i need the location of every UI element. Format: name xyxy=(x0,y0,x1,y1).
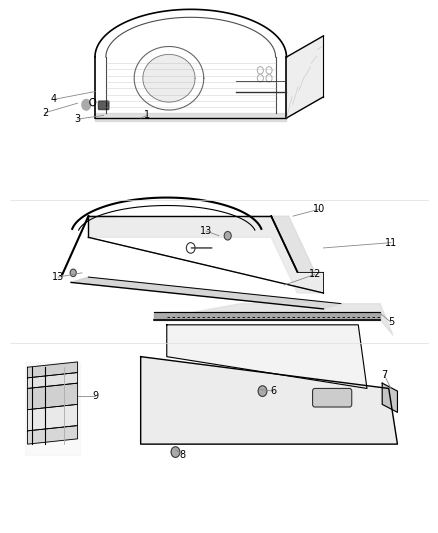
Polygon shape xyxy=(25,362,80,455)
FancyBboxPatch shape xyxy=(313,389,352,407)
Polygon shape xyxy=(71,277,341,309)
Polygon shape xyxy=(271,216,315,272)
Text: 13: 13 xyxy=(52,272,64,282)
Circle shape xyxy=(224,231,231,240)
Polygon shape xyxy=(141,357,397,444)
Circle shape xyxy=(82,100,91,110)
Polygon shape xyxy=(28,383,78,410)
Polygon shape xyxy=(88,216,323,293)
Text: 11: 11 xyxy=(385,238,397,248)
Text: 2: 2 xyxy=(42,108,48,118)
Text: 13: 13 xyxy=(200,226,212,236)
Polygon shape xyxy=(167,325,367,389)
Text: 9: 9 xyxy=(92,391,98,401)
Polygon shape xyxy=(95,113,286,120)
Polygon shape xyxy=(286,36,323,118)
Text: 5: 5 xyxy=(388,317,394,327)
FancyBboxPatch shape xyxy=(99,101,109,110)
Text: 4: 4 xyxy=(50,94,57,104)
Circle shape xyxy=(171,447,180,457)
Text: 8: 8 xyxy=(179,450,185,460)
Polygon shape xyxy=(28,405,78,431)
Text: 1: 1 xyxy=(144,110,150,120)
Text: 10: 10 xyxy=(313,204,325,214)
Polygon shape xyxy=(154,304,393,335)
Circle shape xyxy=(258,386,267,397)
Text: 12: 12 xyxy=(308,270,321,279)
Circle shape xyxy=(70,269,76,277)
Polygon shape xyxy=(382,383,397,413)
Polygon shape xyxy=(143,54,195,102)
Text: 6: 6 xyxy=(270,386,276,396)
Polygon shape xyxy=(28,425,78,444)
Text: 3: 3 xyxy=(74,114,81,124)
Text: 7: 7 xyxy=(381,370,388,380)
Polygon shape xyxy=(28,362,78,378)
Polygon shape xyxy=(154,312,380,319)
Polygon shape xyxy=(28,373,78,389)
